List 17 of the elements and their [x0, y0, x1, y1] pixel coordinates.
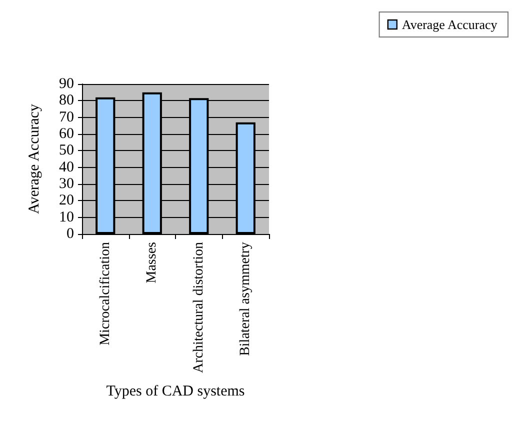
x-tick-label: Masses [144, 242, 160, 284]
y-axis-title: Average Accuracy [26, 103, 42, 214]
legend-label: Average Accuracy [402, 17, 498, 32]
y-tick-label: 40 [59, 159, 74, 176]
x-axis-title: Types of CAD systems [106, 384, 245, 400]
x-tick-label: Bilateral asymmetry [238, 242, 254, 356]
x-tick-label: Microcalcification [98, 242, 113, 346]
y-tick-label: 20 [59, 192, 74, 209]
y-tick-label: 90 [59, 76, 74, 92]
y-tick-label: 80 [59, 92, 74, 109]
y-tick-label: 50 [59, 142, 74, 159]
y-tick-label: 70 [59, 109, 74, 126]
y-tick-label: 0 [66, 226, 74, 242]
y-tick-label: 60 [59, 126, 74, 142]
x-tick-label: Architectural distortion [191, 242, 206, 374]
y-tick-label: 30 [59, 176, 74, 192]
y-tick-label: 10 [59, 209, 74, 226]
